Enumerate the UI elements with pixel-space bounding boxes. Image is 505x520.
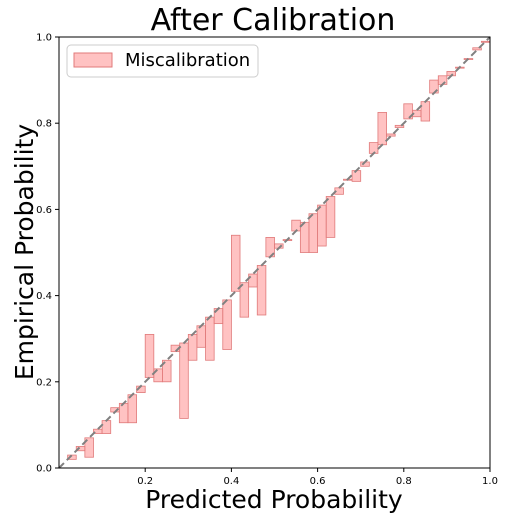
miscalibration-bar xyxy=(144,333,155,378)
x-tick-label: 0.8 xyxy=(396,476,412,487)
miscalibration-bar xyxy=(222,299,232,350)
miscalibration-bar xyxy=(187,333,198,361)
perfect-calibration-line xyxy=(58,36,491,469)
miscalibration-bar xyxy=(127,394,137,424)
legend-entry-miscalibration: Miscalibration xyxy=(125,50,250,71)
x-tick-label: 0.4 xyxy=(223,476,239,487)
miscalibration-bar xyxy=(67,454,77,460)
miscalibration-bar xyxy=(308,213,319,253)
y-tick-label: 0.0 xyxy=(36,464,52,475)
miscalibration-bar xyxy=(179,342,189,419)
axis-ticks: 0.2 0.4 0.6 0.8 1.0 0.0 0.2 0.4 0.6 0.8 1.0 xyxy=(36,33,498,488)
miscalibration-bar xyxy=(480,40,491,43)
x-tick-label: 0.2 xyxy=(137,476,153,487)
x-axis-label: Predicted Probability xyxy=(145,485,403,514)
miscalibration-bar xyxy=(317,204,327,247)
y-tick-label: 0.8 xyxy=(36,119,52,130)
miscalibration-bar xyxy=(196,325,206,348)
x-tick-label: 0.6 xyxy=(310,476,326,487)
miscalibration-bar xyxy=(420,101,431,122)
miscalibration-bar xyxy=(239,282,250,318)
miscalibration-bar xyxy=(472,47,482,51)
y-tick-label: 0.6 xyxy=(36,205,52,216)
miscalibration-bar xyxy=(162,359,172,383)
legend-swatch xyxy=(73,52,113,68)
miscalibration-bar xyxy=(230,234,241,292)
miscalibration-bar xyxy=(118,402,129,424)
plot-area xyxy=(58,36,491,469)
miscalibration-bar xyxy=(205,316,215,361)
legend-frame xyxy=(66,44,259,78)
miscalibration-bar xyxy=(394,124,405,128)
legend: Miscalibration xyxy=(66,44,259,78)
chart-title: After Calibration xyxy=(151,3,396,38)
x-tick-label: 1.0 xyxy=(482,476,498,487)
plot-frame xyxy=(58,36,491,469)
y-axis-label: Empirical Probability xyxy=(10,124,39,381)
miscalibration-bar xyxy=(299,221,310,253)
miscalibration-bar xyxy=(291,219,301,232)
miscalibration-bar xyxy=(256,265,267,316)
y-tick-label: 0.4 xyxy=(36,291,52,302)
y-tick-label: 1.0 xyxy=(36,33,52,44)
miscalibration-bar xyxy=(377,112,387,146)
miscalibration-bar xyxy=(84,437,94,458)
miscalibration-bar xyxy=(325,196,336,238)
miscalibration-bar xyxy=(351,170,362,182)
miscalibration-bar xyxy=(101,420,112,434)
miscalibration-bar xyxy=(368,142,379,154)
y-tick-label: 0.2 xyxy=(36,377,52,388)
miscalibration-bar xyxy=(386,133,396,137)
